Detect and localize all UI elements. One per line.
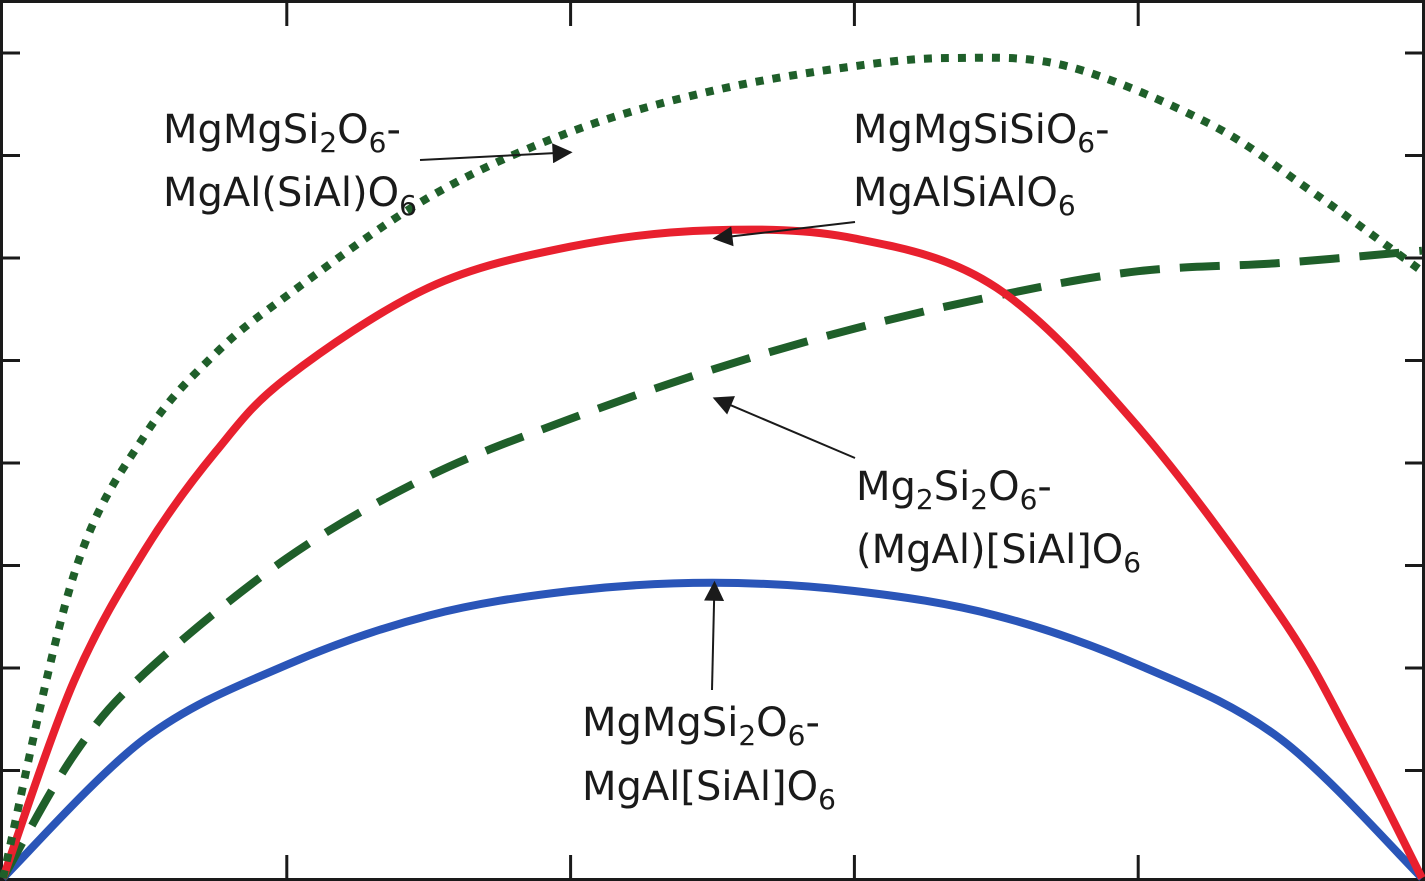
series-line-mgmgsi2o6-mgal-sial-o6 bbox=[0, 53, 1425, 879]
annotation-3-line2: (MgAl)[SiAl]O6 bbox=[856, 527, 1141, 579]
annotation-2-arrow bbox=[712, 221, 856, 247]
annotation-arrows bbox=[419, 143, 856, 691]
annotation-3-line1: Mg2Si2O6- bbox=[856, 464, 1052, 516]
annotation-2-line1: MgMgSiSiO6- bbox=[853, 107, 1110, 159]
annotation-1-line2: MgAl(SiAl)O6 bbox=[163, 170, 417, 222]
annotation-1-line1: MgMgSi2O6- bbox=[163, 107, 401, 159]
annotation-4-arrow bbox=[704, 580, 725, 691]
annotation-4-line1: MgMgSi2O6- bbox=[582, 700, 820, 752]
annotation-2-line2: MgAlSiAlO6 bbox=[853, 170, 1076, 222]
series-line-mgmgsisio6-mgalsialo6 bbox=[0, 225, 1425, 880]
annotation-4-line2: MgAl[SiAl]O6 bbox=[582, 764, 836, 816]
annotation-3-arrow bbox=[712, 396, 856, 459]
series-layer bbox=[0, 53, 1425, 881]
annotation-1-arrow bbox=[419, 143, 573, 164]
series-line-mg2si2o6-mgal-sial-o6 bbox=[0, 246, 1423, 880]
